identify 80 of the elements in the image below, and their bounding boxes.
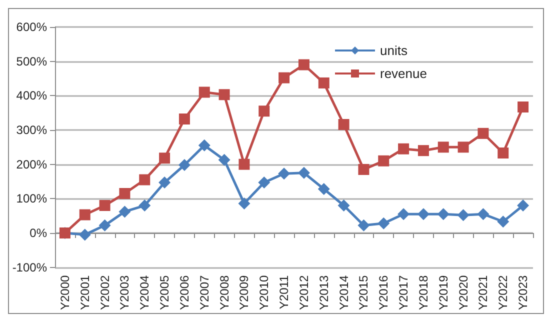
x-tick-label: Y2022 bbox=[496, 274, 510, 310]
x-tick-label: Y2013 bbox=[316, 274, 331, 310]
y-tick-label: 200% bbox=[16, 157, 48, 172]
point bbox=[378, 155, 390, 166]
point bbox=[298, 59, 310, 70]
y-tick-label: 600% bbox=[16, 20, 48, 34]
x-tick-label: Y2018 bbox=[416, 274, 430, 310]
x-tick-label: Y2002 bbox=[98, 274, 112, 310]
y-tick-label: 0% bbox=[30, 226, 48, 240]
x-tick-label: Y2006 bbox=[177, 274, 192, 310]
x-tick-label: Y2016 bbox=[376, 274, 391, 310]
point bbox=[338, 118, 350, 130]
point bbox=[178, 159, 190, 171]
x-tick-label: Y2001 bbox=[78, 274, 92, 310]
point bbox=[457, 209, 470, 222]
x-tick-label: Y2003 bbox=[118, 274, 132, 310]
point bbox=[378, 217, 390, 230]
point bbox=[99, 200, 110, 212]
point bbox=[159, 152, 170, 164]
y-tick-label: 400% bbox=[16, 88, 48, 103]
point bbox=[318, 183, 330, 196]
x-tick-label: Y2005 bbox=[158, 274, 172, 310]
legend-label: units bbox=[380, 43, 408, 58]
point bbox=[518, 101, 529, 112]
point bbox=[398, 208, 410, 220]
x-tick-label: Y2008 bbox=[217, 274, 232, 310]
point bbox=[398, 143, 410, 154]
point bbox=[178, 114, 190, 124]
point bbox=[318, 77, 330, 88]
x-tick-label: Y2021 bbox=[476, 274, 490, 310]
x-tick-label: Y2007 bbox=[197, 274, 212, 310]
point bbox=[78, 228, 91, 241]
point bbox=[458, 142, 469, 153]
point bbox=[358, 164, 370, 175]
x-tick-label: Y2004 bbox=[138, 274, 152, 310]
x-tick-label: Y2011 bbox=[277, 274, 292, 310]
point bbox=[158, 176, 171, 189]
point bbox=[478, 128, 489, 139]
point bbox=[418, 145, 429, 156]
x-tick-label: Y2015 bbox=[356, 274, 371, 310]
point bbox=[139, 174, 150, 186]
point bbox=[437, 208, 450, 220]
point bbox=[417, 208, 430, 220]
point bbox=[79, 209, 90, 220]
point bbox=[218, 89, 230, 100]
point bbox=[198, 139, 210, 152]
point bbox=[98, 219, 111, 232]
y-tick-label: -100% bbox=[12, 260, 48, 274]
point bbox=[497, 216, 510, 228]
y-tick-label: 500% bbox=[16, 54, 48, 68]
point bbox=[198, 86, 210, 98]
point bbox=[477, 208, 490, 220]
x-tick-label: Y2020 bbox=[456, 274, 470, 310]
x-tick-label: Y2023 bbox=[516, 274, 530, 310]
point bbox=[118, 206, 131, 218]
point bbox=[517, 200, 530, 212]
x-tick-label: Y2019 bbox=[436, 274, 450, 310]
point bbox=[138, 200, 151, 212]
point bbox=[358, 219, 370, 232]
point bbox=[278, 168, 290, 180]
point bbox=[258, 106, 270, 117]
point bbox=[438, 142, 449, 153]
point bbox=[258, 176, 270, 189]
point bbox=[338, 200, 350, 212]
y-tick-label: 100% bbox=[16, 192, 48, 206]
point bbox=[498, 147, 509, 158]
x-tick-label: Y2014 bbox=[336, 274, 351, 310]
point bbox=[238, 158, 250, 170]
legend-label: revenue bbox=[380, 66, 427, 81]
x-tick-label: Y2012 bbox=[296, 274, 311, 310]
point bbox=[218, 154, 230, 166]
x-tick-label: Y2010 bbox=[257, 274, 272, 310]
x-tick-label: Y2017 bbox=[396, 274, 411, 310]
point bbox=[119, 188, 130, 199]
y-tick-label: 300% bbox=[16, 122, 48, 137]
point bbox=[238, 197, 250, 210]
x-tick-label: Y2000 bbox=[58, 274, 72, 310]
x-tick-label: Y2009 bbox=[237, 274, 252, 310]
point bbox=[278, 72, 290, 84]
point bbox=[298, 166, 310, 179]
